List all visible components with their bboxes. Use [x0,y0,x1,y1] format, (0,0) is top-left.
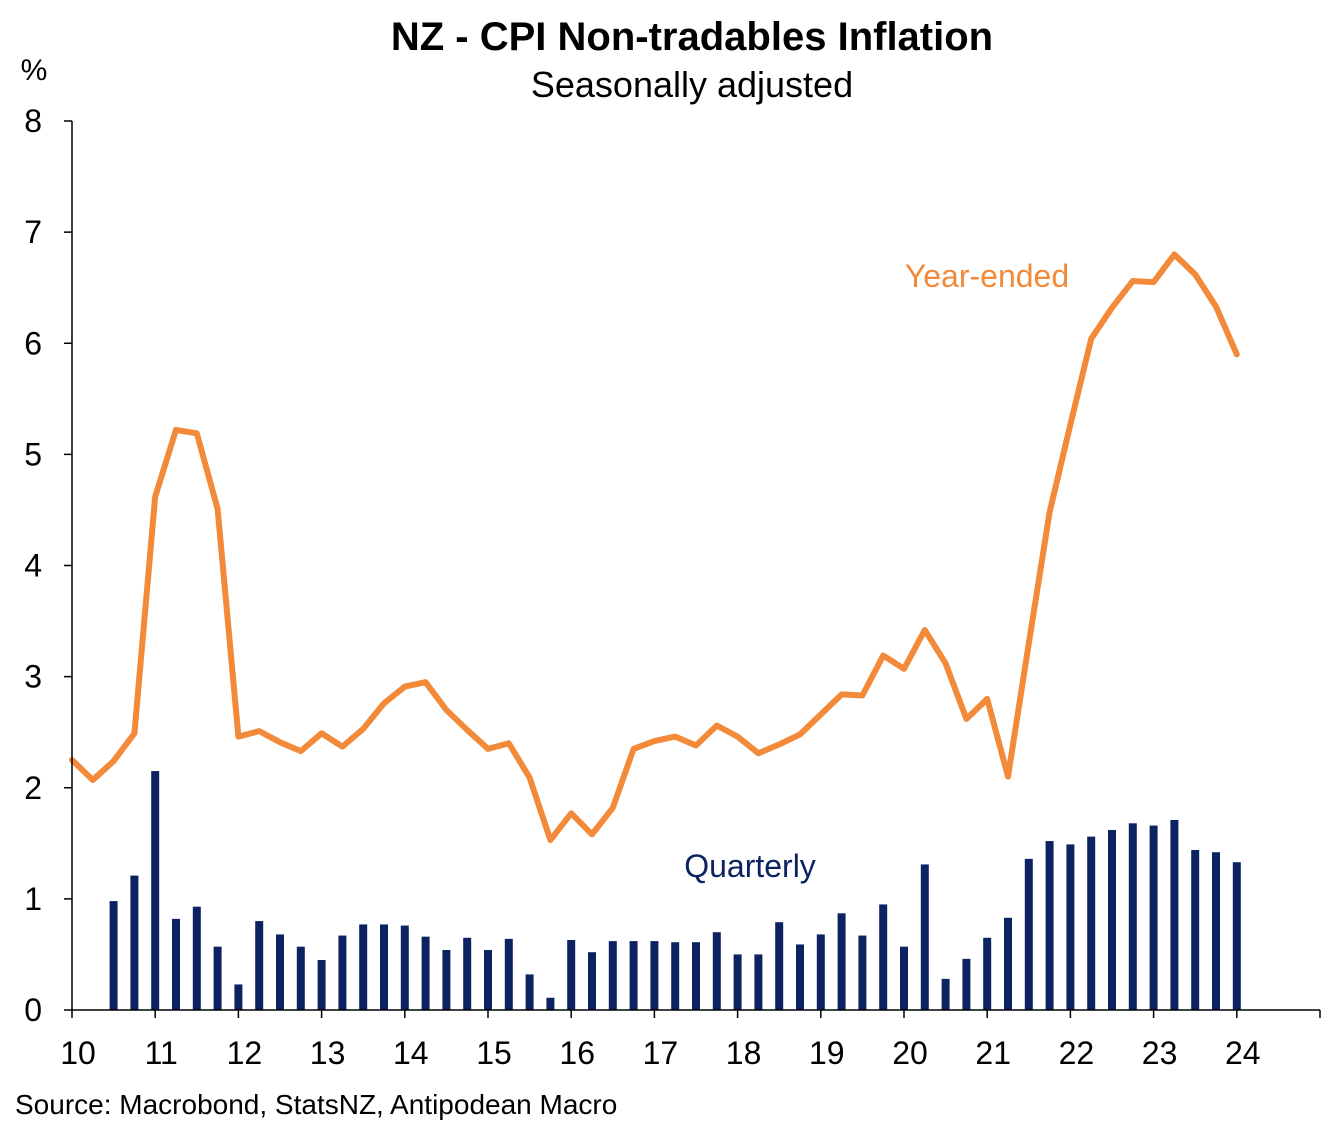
x-tick-label: 22 [1059,1035,1095,1071]
quarterly-bar [920,864,929,1010]
quarterly-bar [172,918,180,1010]
x-tick-label: 16 [559,1035,595,1071]
year-ended-line-layer [69,251,1240,843]
quarterly-bar [712,932,721,1010]
chart-subtitle: Seasonally adjusted [531,64,853,105]
x-tick-label: 23 [1142,1035,1178,1071]
quarterly-bar [1108,829,1116,1010]
quarterly-bar [650,941,659,1010]
x-tick-label: 15 [476,1035,512,1071]
x-tick-label: 10 [60,1035,96,1071]
quarterly-bar [588,952,596,1010]
quarterly-bar [504,938,513,1010]
y-tick-label: 5 [24,436,42,472]
x-tick-label: 20 [892,1035,928,1071]
quarterly-bar [1066,844,1075,1010]
y-axis-ticks: 0 1 2 3 4 5 6 7 8 [24,103,72,1028]
series-label-year-ended: Year-ended [905,258,1069,294]
quarterly-bar [629,941,638,1010]
quarterly-bar [754,954,763,1010]
quarterly-bar [692,942,700,1010]
quarterly-bar [983,937,992,1010]
quarterly-bar [962,958,971,1010]
quarterly-bar [775,922,784,1010]
quarterly-bar [1212,852,1220,1010]
y-tick-label: 7 [24,214,42,250]
source-note: Source: Macrobond, StatsNZ, Antipodean M… [15,1089,617,1120]
quarterly-bar [234,984,243,1010]
quarterly-bar [816,934,825,1010]
quarterly-bar [338,935,347,1010]
quarterly-bar [442,949,451,1010]
quarterly-bar [1087,836,1096,1010]
quarterly-bar [130,875,139,1010]
quarterly-bar [1191,849,1200,1010]
y-tick-label: 4 [24,548,42,584]
quarterly-bar [900,946,908,1010]
quarterly-bar [151,771,160,1010]
quarterly-bar [359,924,368,1010]
quarterly-bar [400,925,409,1010]
quarterly-bar [608,941,617,1010]
y-tick-label: 0 [24,992,42,1028]
quarterly-bar [1128,823,1137,1010]
quarterly-bar [1232,862,1241,1010]
quarterly-bar [1170,819,1179,1010]
quarterly-bar [858,935,867,1010]
quarterly-bar [671,942,680,1010]
quarterly-bar [879,904,888,1010]
quarterly-bar [525,974,534,1010]
quarterly-bar [296,946,305,1010]
quarterly-bar [421,936,430,1010]
quarterly-bar [796,944,804,1010]
series-label-quarterly: Quarterly [684,848,816,884]
y-tick-label: 2 [24,770,42,806]
y-tick-label: 6 [24,325,42,361]
y-tick-label: 1 [24,881,42,917]
x-tick-label: 13 [310,1035,346,1071]
x-tick-label: 17 [643,1035,679,1071]
quarterly-bar [1045,841,1054,1010]
x-tick-label: 19 [809,1035,845,1071]
x-tick-label: 18 [726,1035,762,1071]
quarterly-bar [1149,825,1158,1010]
quarterly-bar [463,937,472,1010]
quarterly-bar [733,954,742,1010]
quarterly-bar [941,978,950,1010]
quarterly-bar [276,934,284,1010]
quarterly-bar [317,959,326,1010]
quarterly-bar [1024,858,1033,1010]
quarterly-bar [213,946,222,1010]
quarterly-bar [192,906,201,1010]
x-tick-label: 12 [227,1035,263,1071]
x-tick-label: 11 [145,1035,178,1071]
quarterly-bar [484,949,492,1010]
y-axis-unit-label: % [21,54,48,87]
y-tick-label: 3 [24,659,42,695]
x-tick-label: 24 [1225,1035,1261,1071]
quarterly-bars [109,771,1241,1010]
x-axis-ticks: 10 11 12 13 14 15 16 17 18 19 20 21 22 23 24 [60,1010,1321,1071]
chart-title: NZ - CPI Non-tradables Inflation [391,15,993,59]
quarterly-bar [109,901,118,1010]
quarterly-bar [380,924,388,1010]
quarterly-bar [837,913,846,1010]
quarterly-bar [567,939,576,1010]
year-ended-line [69,251,1240,843]
x-tick-label: 14 [393,1035,429,1071]
x-tick-label: 21 [975,1035,1011,1071]
quarterly-bar [546,997,555,1010]
y-tick-label: 8 [24,103,42,139]
quarterly-bar [255,921,264,1010]
quarterly-bar [1004,917,1012,1010]
